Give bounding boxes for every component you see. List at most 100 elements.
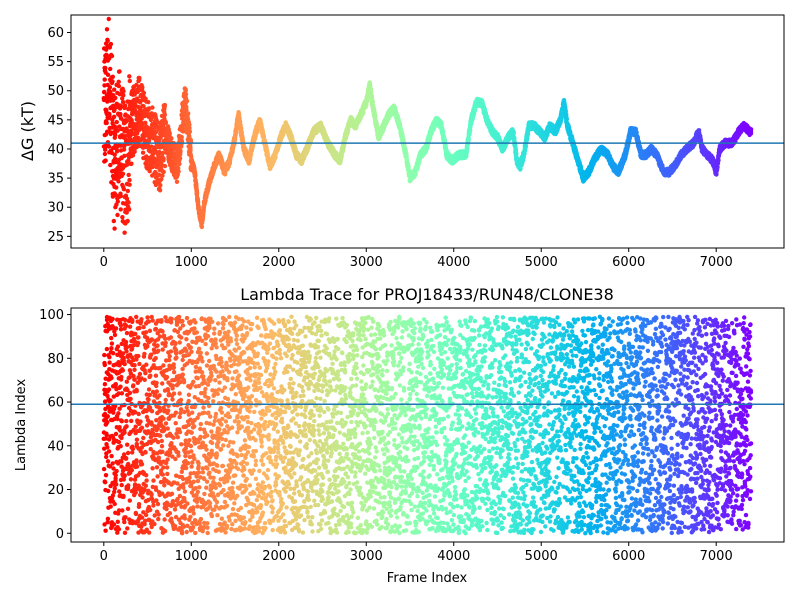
top-data-point: [167, 131, 172, 136]
top-data-point: [161, 169, 166, 175]
top-data-point: [146, 106, 152, 111]
top-data-point: [181, 129, 186, 134]
top-data-point: [127, 78, 132, 84]
top-data-point: [108, 89, 113, 95]
top-data-point: [514, 151, 519, 157]
top-data-point: [183, 92, 189, 97]
top-data-point: [124, 118, 129, 124]
top-data-point: [113, 95, 118, 101]
top-data-point: [115, 148, 120, 153]
top-data-point: [141, 104, 146, 109]
top-data-point: [102, 90, 107, 95]
top-data-point: [138, 106, 143, 112]
top-data-point: [141, 136, 146, 141]
top-data-point: [169, 136, 174, 141]
top-data-point: [107, 85, 113, 90]
top-data-point: [150, 105, 155, 110]
top-data-point: [114, 119, 119, 125]
top-data-point: [154, 129, 159, 134]
top-data-point: [132, 149, 137, 154]
top-data-point: [125, 188, 130, 194]
top-data-point: [122, 230, 127, 235]
top-data-point: [103, 158, 108, 163]
top-data-point: [155, 120, 161, 125]
top-data-point: [523, 143, 529, 149]
top-data-point: [160, 173, 165, 178]
top-data-point: [122, 103, 128, 108]
top-data-point: [511, 130, 516, 135]
top-data-point: [141, 90, 147, 96]
top-data-point: [184, 107, 189, 112]
top-data-point: [127, 182, 132, 187]
top-data-point: [163, 119, 168, 125]
top-data-point: [113, 125, 119, 130]
top-data-point: [159, 144, 165, 149]
top-data-point: [111, 218, 117, 224]
top-data-point: [178, 149, 183, 155]
top-data-point: [153, 149, 158, 154]
top-data-point: [127, 74, 132, 79]
top-data-point: [159, 177, 164, 182]
top-data-point: [113, 132, 118, 138]
top-data-point: [106, 144, 112, 149]
top-data-point: [139, 116, 144, 121]
top-data-point: [107, 56, 112, 61]
top-data-point: [108, 162, 113, 168]
top-data-point: [126, 200, 131, 205]
top-data-point: [140, 85, 145, 90]
top-data-point: [140, 150, 146, 155]
top-data-point: [179, 139, 185, 144]
top-data-point: [161, 156, 166, 161]
top-data-point: [108, 41, 114, 47]
top-data-point: [107, 114, 112, 119]
top-data-point: [102, 151, 108, 157]
top-data-point: [115, 212, 120, 218]
top-data-point: [111, 114, 117, 120]
top-data-point: [162, 102, 168, 108]
top-data-point: [118, 207, 123, 212]
top-data-point: [121, 89, 126, 94]
top-data-point: [104, 120, 109, 126]
top-data-point: [195, 200, 201, 205]
top-data-point: [112, 226, 117, 231]
top-data-point: [105, 38, 110, 43]
top-data-point: [187, 129, 192, 134]
top-data-point: [108, 66, 113, 72]
top-data-point: [176, 166, 181, 171]
top-data-point: [124, 210, 129, 215]
top-data-point: [175, 172, 180, 178]
top-data-point: [193, 173, 198, 178]
top-data-point: [116, 83, 122, 89]
top-data-point: [120, 99, 126, 105]
top-data-point: [127, 177, 132, 183]
top-data-point: [183, 88, 188, 94]
top-data-point: [121, 147, 127, 152]
top-data-point: [109, 130, 114, 135]
top-data-point: [162, 163, 168, 169]
top-data-point: [105, 72, 111, 78]
top-data-point: [129, 161, 134, 166]
top-data-point: [126, 172, 131, 178]
top-data-point: [413, 171, 418, 177]
top-data-point: [144, 154, 149, 159]
top-data-point: [120, 171, 126, 176]
top-data-point: [110, 74, 116, 80]
top-data-point: [147, 169, 152, 174]
top-data-point: [115, 128, 120, 133]
top-data-point: [179, 134, 184, 140]
top-data-point: [369, 89, 374, 95]
top-data-point: [176, 169, 181, 174]
top-data-point: [186, 111, 191, 116]
top-data-point: [116, 79, 121, 85]
top-data-point: [116, 179, 121, 184]
top-data-point: [137, 75, 142, 81]
top-data-points: [101, 16, 754, 235]
top-data-point: [118, 143, 124, 148]
top-data-point: [126, 158, 131, 163]
top-data-point: [162, 112, 167, 117]
top-data-point: [120, 215, 125, 220]
top-data-point: [121, 93, 126, 98]
top-data-point: [239, 126, 244, 131]
top-data-point: [111, 103, 116, 109]
top-data-point: [157, 149, 162, 155]
